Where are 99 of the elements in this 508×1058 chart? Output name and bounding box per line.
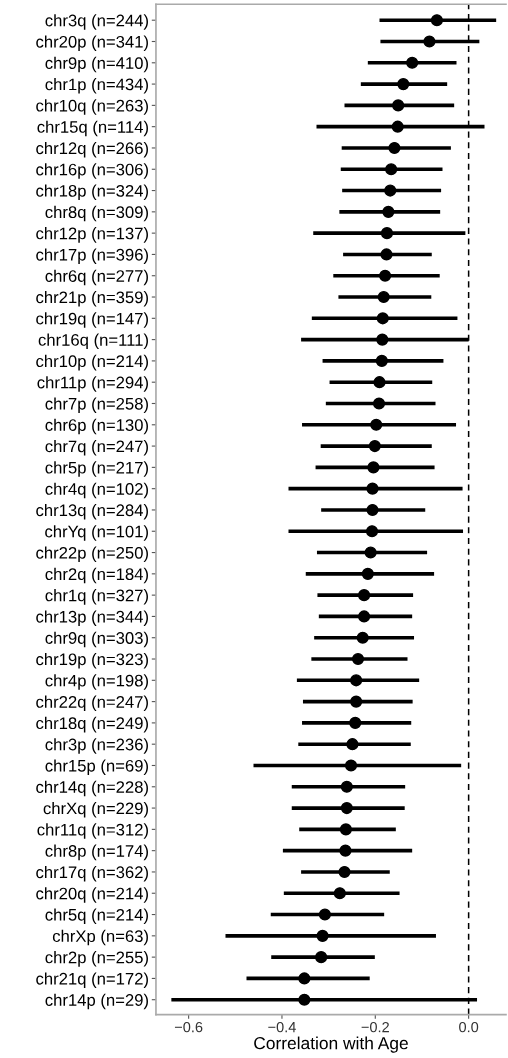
point — [339, 844, 352, 857]
point — [316, 929, 329, 942]
point — [364, 546, 377, 559]
point — [298, 993, 311, 1006]
y-tick-label: chr5q (n=214) — [45, 908, 148, 925]
y-tick-label: chr11p (n=294) — [37, 376, 148, 392]
y-tick-label: chr7q (n=247) — [45, 440, 148, 456]
point — [333, 887, 346, 900]
point — [380, 248, 393, 261]
point — [349, 716, 362, 729]
y-tick-label: chrYq (n=101) — [45, 525, 148, 541]
y-tick-label: chr1q (n=327) — [45, 589, 148, 605]
y-tick-label: chr4q (n=102) — [45, 482, 148, 499]
y-tick-label: chr10q (n=263) — [36, 99, 148, 115]
y-tick-label: chr18p (n=324) — [36, 184, 148, 201]
y-tick-label: chr22q (n=247) — [36, 695, 148, 712]
point — [370, 418, 383, 431]
y-tick-label: chr16p (n=306) — [36, 163, 148, 179]
y-tick-label: chr15q (n=114) — [37, 120, 148, 137]
point — [376, 333, 389, 346]
point — [388, 141, 401, 155]
point — [338, 865, 351, 879]
point — [372, 397, 386, 410]
y-tick-label: chrXq (n=229) — [43, 802, 148, 818]
point — [358, 610, 371, 623]
point — [350, 695, 363, 708]
y-tick-label: chr19q (n=147) — [36, 312, 148, 328]
point — [340, 801, 353, 815]
point — [367, 461, 380, 474]
y-tick-label: chr21p (n=359) — [36, 290, 148, 307]
y-tick-label: chr8p (n=174) — [45, 844, 148, 861]
point — [366, 503, 379, 517]
point — [298, 972, 311, 985]
y-tick-label: chr18q (n=249) — [36, 716, 148, 733]
y-tick-label: chr3q (n=244) — [45, 14, 148, 30]
point — [368, 440, 381, 453]
point — [315, 951, 328, 964]
y-tick-label: chr4p (n=198) — [45, 674, 148, 690]
point — [366, 482, 379, 495]
y-tick-label: chr14p (n=29) — [45, 993, 148, 1010]
x-tick-label: −0.2 — [361, 1021, 389, 1033]
point — [423, 35, 436, 48]
y-tick-label: chr12p (n=137) — [36, 227, 148, 243]
x-axis-title: Correlation with Age — [254, 1036, 408, 1053]
point — [397, 78, 410, 91]
point — [318, 908, 331, 921]
point — [430, 14, 443, 27]
point — [344, 759, 358, 772]
y-tick-label: chr20q (n=214) — [36, 887, 148, 903]
point — [377, 290, 390, 304]
point — [361, 567, 374, 580]
point — [350, 674, 363, 687]
y-tick-label: chr9p (n=410) — [45, 56, 148, 73]
y-tick-label: chr11q (n=312) — [37, 823, 148, 839]
point — [340, 780, 353, 793]
y-tick-label: chr22p (n=250) — [36, 546, 148, 563]
y-tick-label: chr21q (n=172) — [36, 972, 148, 988]
point — [385, 163, 398, 176]
y-tick-label: chr19p (n=323) — [36, 652, 148, 669]
point — [380, 227, 394, 240]
y-tick-label: chr6p (n=130) — [45, 418, 148, 435]
x-tick-label: 0.0 — [459, 1021, 479, 1033]
point — [346, 738, 359, 751]
y-tick-label: chr17p (n=396) — [36, 248, 148, 264]
y-tick-label: chr5p (n=217) — [45, 461, 148, 477]
y-tick-label: chrXp (n=63) — [52, 929, 148, 946]
y-tick-label: chr6q (n=277) — [45, 269, 148, 286]
point — [382, 205, 395, 218]
point — [356, 631, 369, 644]
y-tick-label: chr10p (n=214) — [36, 354, 148, 371]
point — [373, 376, 386, 389]
point — [339, 823, 352, 836]
y-tick-label: chr2q (n=184) — [45, 567, 148, 584]
point — [376, 312, 389, 325]
point — [358, 589, 371, 602]
x-tick-label: −0.6 — [174, 1021, 203, 1033]
point — [375, 354, 388, 367]
y-tick-label: chr13p (n=344) — [36, 610, 148, 626]
point — [379, 269, 392, 282]
y-tick-label: chr8q (n=309) — [45, 205, 148, 222]
y-tick-label: chr9q (n=303) — [45, 631, 148, 648]
point — [365, 525, 379, 538]
point — [391, 120, 404, 133]
y-tick-label: chr16q (n=111) — [38, 333, 148, 350]
point — [351, 652, 365, 666]
x-tick-label: −0.4 — [268, 1021, 296, 1033]
y-tick-label: chr20p (n=341) — [36, 35, 148, 51]
y-tick-label: chr14q (n=228) — [36, 780, 148, 797]
y-tick-label: chr7p (n=258) — [45, 397, 148, 413]
y-tick-label: chr2p (n=255) — [45, 951, 148, 967]
y-tick-label: chr17q (n=362) — [36, 865, 148, 882]
y-tick-label: chr3p (n=236) — [45, 738, 148, 754]
y-tick-label: chr12q (n=266) — [36, 141, 148, 158]
y-tick-label: chr13q (n=284) — [36, 503, 148, 520]
y-tick-label: chr15p (n=69) — [45, 759, 148, 775]
y-tick-label: chr1p (n=434) — [45, 78, 148, 94]
point — [392, 99, 405, 112]
point — [384, 184, 397, 197]
point — [406, 56, 419, 69]
